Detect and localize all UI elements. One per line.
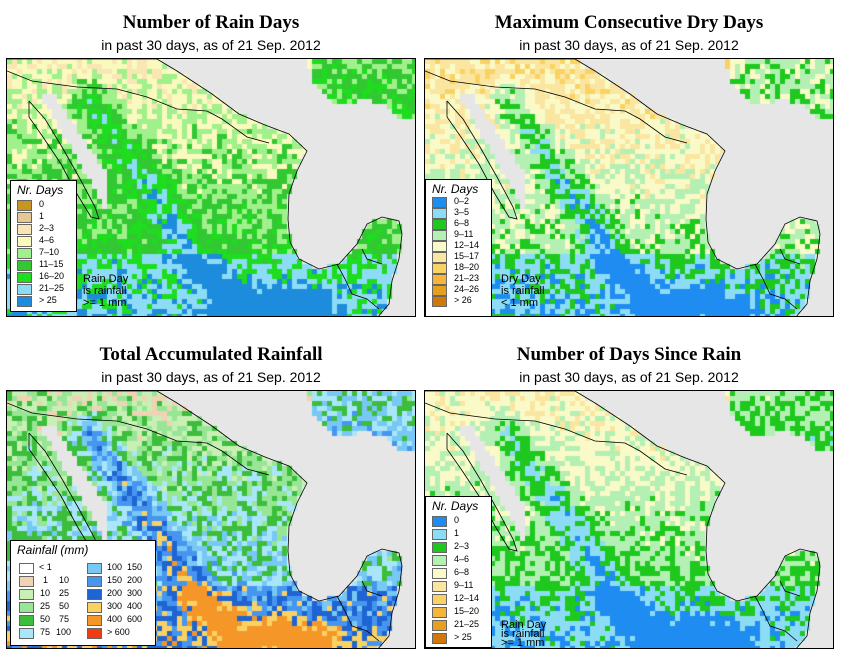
legend-title: Nr. Days bbox=[432, 182, 479, 196]
panel-subtitle: in past 30 days, as of 21 Sep. 2012 bbox=[101, 37, 321, 53]
legend-title: Nr. Days bbox=[432, 499, 479, 513]
panel-subtitle: in past 30 days, as of 21 Sep. 2012 bbox=[519, 37, 739, 53]
us-mexico-border bbox=[7, 402, 270, 476]
baja-coastline bbox=[28, 432, 100, 552]
belize-border bbox=[779, 580, 801, 597]
map-days-since-rain: Nr. Days 0 1 2–3 4–6 6–8 9–11 12–14 15–2… bbox=[424, 390, 834, 649]
map-rain-days: Nr. Days 0 1 2–3 4–6 7–10 11–15 16–20 21… bbox=[6, 58, 416, 317]
map-raster bbox=[425, 391, 833, 648]
panel-total-rainfall: Total Accumulated Rainfall in past 30 da… bbox=[6, 332, 416, 652]
baja-coastline bbox=[446, 100, 518, 220]
legend-title: Nr. Days bbox=[17, 183, 64, 197]
belize-border bbox=[779, 248, 801, 265]
belize-border bbox=[361, 248, 383, 265]
definition-note: Dry Day is rainfall < 1 mm bbox=[501, 273, 545, 309]
coastline bbox=[7, 59, 403, 316]
us-mexico-border bbox=[7, 70, 270, 144]
legend-rain-days: Nr. Days 0 1 2–3 4–6 7–10 11–15 16–20 21… bbox=[10, 180, 77, 312]
panel-rain-days: Number of Rain Days in past 30 days, as … bbox=[6, 0, 416, 320]
coastline bbox=[7, 391, 403, 648]
definition-note: Rain Day is rainfall >= 1 mm bbox=[501, 619, 547, 649]
country-borders bbox=[7, 59, 403, 316]
guatemala-border bbox=[754, 595, 798, 642]
map-raster bbox=[425, 59, 833, 316]
panel-subtitle: in past 30 days, as of 21 Sep. 2012 bbox=[519, 369, 739, 385]
definition-note: Rain Day is rainfall >= 1 mm bbox=[83, 273, 129, 309]
panel-title: Total Accumulated Rainfall bbox=[99, 344, 323, 365]
panel-title: Number of Rain Days bbox=[122, 12, 300, 33]
country-borders bbox=[425, 59, 821, 316]
guatemala-border bbox=[754, 263, 798, 310]
panel-max-dry-days: Maximum Consecutive Dry Days in past 30 … bbox=[424, 0, 834, 320]
guatemala-border bbox=[336, 595, 380, 642]
legend-dry-days: Nr. Days 0–2 3–5 6–8 9–11 12–14 15–17 18… bbox=[425, 179, 492, 316]
panel-title: Maximum Consecutive Dry Days bbox=[494, 12, 764, 33]
legend-title: Rainfall (mm) bbox=[17, 543, 89, 557]
coastline bbox=[425, 391, 821, 648]
country-borders bbox=[425, 391, 821, 648]
coastline bbox=[425, 59, 821, 316]
panel-subtitle: in past 30 days, as of 21 Sep. 2012 bbox=[101, 369, 321, 385]
map-total-rainfall: Rainfall (mm) < 1 1 10 10 25 25 50 50 75 75 1… bbox=[6, 390, 416, 649]
panel-title: Number of Days Since Rain bbox=[516, 344, 742, 365]
map-max-dry-days: Nr. Days 0–2 3–5 6–8 9–11 12–14 15–17 18… bbox=[424, 58, 834, 317]
us-mexico-border bbox=[425, 402, 688, 476]
legend-days-since-rain: Nr. Days 0 1 2–3 4–6 6–8 9–11 12–14 15–2… bbox=[425, 496, 492, 648]
us-mexico-border bbox=[425, 70, 688, 144]
panel-days-since-rain: Number of Days Since Rain in past 30 day… bbox=[424, 332, 834, 652]
guatemala-border bbox=[336, 263, 380, 310]
baja-coastline bbox=[446, 432, 518, 552]
baja-coastline bbox=[28, 100, 100, 220]
belize-border bbox=[361, 580, 383, 597]
legend-rainfall: Rainfall (mm) < 1 1 10 10 25 25 50 50 75 75 1… bbox=[10, 540, 156, 646]
